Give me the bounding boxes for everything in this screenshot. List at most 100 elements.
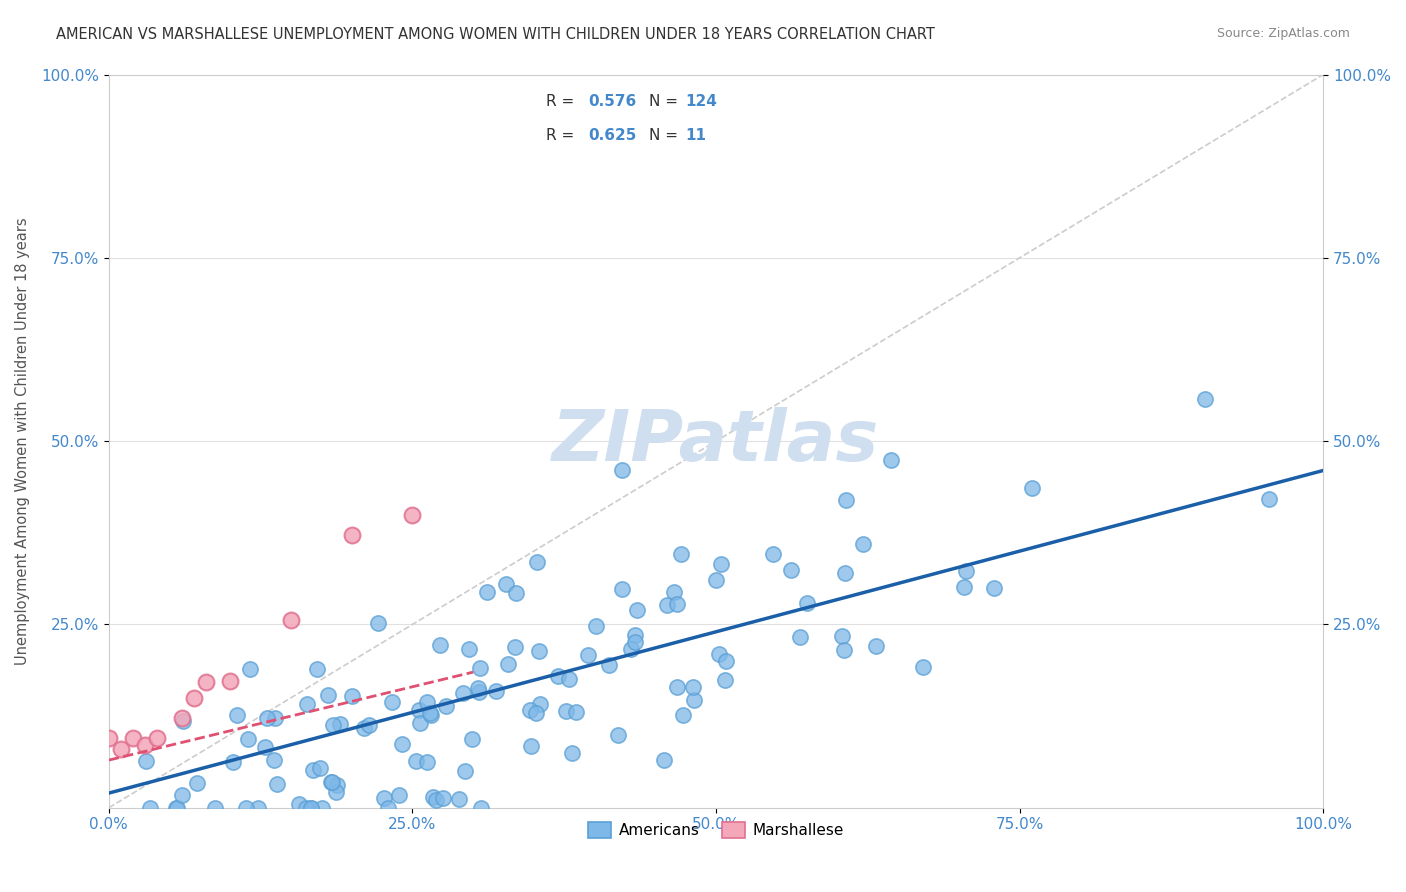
Americans <box>236 731 259 746</box>
Americans <box>420 708 443 723</box>
Americans <box>682 680 704 694</box>
Text: R =: R = <box>546 128 579 143</box>
Americans <box>832 642 855 657</box>
Text: R =: R = <box>546 95 579 109</box>
Text: N =: N = <box>650 128 683 143</box>
Point <box>97 731 120 745</box>
Americans <box>655 598 678 612</box>
Americans <box>307 663 329 677</box>
Americans <box>391 737 413 751</box>
Americans <box>287 797 309 811</box>
Americans <box>953 580 976 594</box>
Americans <box>912 659 935 673</box>
Americans <box>373 790 395 805</box>
Americans <box>707 647 730 661</box>
Americans <box>470 661 492 675</box>
Americans <box>458 642 481 657</box>
Americans <box>1194 392 1216 407</box>
Americans <box>852 537 875 551</box>
Americans <box>665 597 688 611</box>
Americans <box>204 801 226 815</box>
Americans <box>377 801 399 815</box>
Americans <box>432 790 454 805</box>
Americans <box>789 630 811 644</box>
Americans <box>263 753 285 767</box>
Americans <box>983 581 1005 595</box>
Americans <box>1258 492 1281 507</box>
Americans <box>221 755 243 769</box>
Americans <box>321 775 343 789</box>
Americans <box>498 657 520 671</box>
Point <box>401 508 423 523</box>
Americans <box>367 615 389 630</box>
Americans <box>652 753 675 767</box>
Americans <box>780 563 803 577</box>
Text: N =: N = <box>650 95 683 109</box>
Americans <box>626 603 648 617</box>
Americans <box>165 801 187 815</box>
Americans <box>710 557 733 571</box>
Americans <box>831 629 853 643</box>
Americans <box>495 577 517 591</box>
Americans <box>607 728 630 742</box>
Point <box>146 731 169 745</box>
Americans <box>139 801 162 815</box>
Point <box>122 731 145 745</box>
Americans <box>326 778 349 792</box>
Americans <box>235 801 257 815</box>
Americans <box>610 582 633 596</box>
Marshallese <box>183 690 205 705</box>
Americans <box>294 801 316 815</box>
Americans <box>714 654 737 668</box>
Americans <box>408 703 430 717</box>
Point <box>195 674 218 689</box>
Americans <box>561 746 583 760</box>
Americans <box>451 686 474 700</box>
Americans <box>256 711 278 725</box>
Text: 11: 11 <box>686 128 707 143</box>
Text: 124: 124 <box>686 95 717 109</box>
Americans <box>419 706 441 720</box>
Americans <box>434 699 457 714</box>
Americans <box>299 801 322 815</box>
Americans <box>713 673 735 687</box>
Americans <box>172 789 194 803</box>
Americans <box>623 628 645 642</box>
Text: ZIPatlas: ZIPatlas <box>553 407 880 475</box>
Americans <box>342 689 364 703</box>
Americans <box>565 705 588 719</box>
Americans <box>405 754 427 768</box>
Americans <box>505 586 527 600</box>
Americans <box>322 718 344 732</box>
Americans <box>325 785 347 799</box>
Americans <box>624 635 647 649</box>
Americans <box>610 463 633 477</box>
Americans <box>475 584 498 599</box>
Americans <box>263 710 285 724</box>
Americans <box>865 640 887 654</box>
Americans <box>295 697 318 711</box>
Americans <box>665 680 688 694</box>
Americans <box>381 695 404 709</box>
Americans <box>835 493 858 508</box>
Americans <box>266 777 288 791</box>
Americans <box>447 792 470 806</box>
Americans <box>762 547 785 561</box>
Text: Source: ZipAtlas.com: Source: ZipAtlas.com <box>1216 27 1350 40</box>
Americans <box>301 764 323 778</box>
Americans <box>321 774 343 789</box>
Americans <box>409 715 432 730</box>
Americans <box>172 714 194 728</box>
Point <box>170 711 193 725</box>
Americans <box>547 669 569 683</box>
Americans <box>329 717 352 731</box>
Americans <box>299 801 322 815</box>
Americans <box>1021 481 1043 495</box>
Point <box>134 739 156 753</box>
Americans <box>554 704 576 718</box>
Americans <box>239 662 262 676</box>
Americans <box>598 658 620 673</box>
Americans <box>311 801 333 815</box>
Americans <box>135 754 157 768</box>
Point <box>110 742 132 756</box>
